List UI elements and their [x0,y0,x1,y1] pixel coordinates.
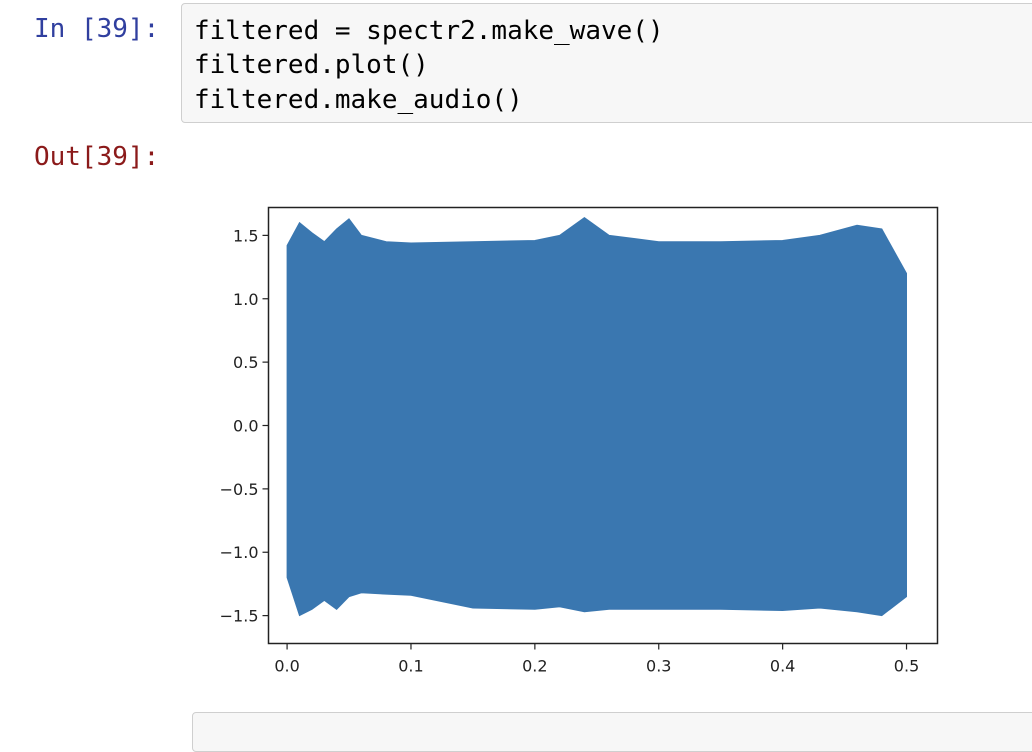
waveform-plot: 1.5 1.0 0.5 0.0 −0.5 −1.0 −1.5 0.0 0.1 0.2 0.3 0.4… [220,206,939,676]
waveform-layer [286,216,907,617]
x-tick-label: 0.3 [646,657,671,676]
waveform-series-0 [286,216,907,617]
x-tick-label: 0.4 [770,657,795,676]
x-tick-label: 0.0 [274,657,299,676]
y-tick-label: −1.5 [220,607,259,626]
x-tick-label: 0.1 [398,657,423,676]
input-prompt: In [39]: [34,14,160,44]
x-axis-ticks: 0.0 0.1 0.2 0.3 0.4 0.5 [274,643,919,676]
y-tick-label: 0.5 [233,353,258,372]
code-line-2: filtered.plot() [194,50,429,80]
x-tick-label: 0.2 [522,657,547,676]
y-tick-label: −0.5 [220,480,259,499]
x-tick-label: 0.5 [894,657,919,676]
code-line-1: filtered = spectr2.make_wave() [194,16,664,46]
y-tick-label: −1.0 [220,543,259,562]
code-cell[interactable]: filtered = spectr2.make_wave() filtered.… [181,3,1032,123]
y-tick-label: 1.0 [233,290,258,309]
output-prompt: Out[39]: [34,142,160,172]
y-tick-label: 0.0 [233,417,258,436]
y-axis-ticks: 1.5 1.0 0.5 0.0 −0.5 −1.0 −1.5 [220,226,269,626]
code-line-3: filtered.make_audio() [194,85,523,115]
next-code-cell[interactable] [192,712,1032,752]
y-tick-label: 1.5 [233,226,258,245]
